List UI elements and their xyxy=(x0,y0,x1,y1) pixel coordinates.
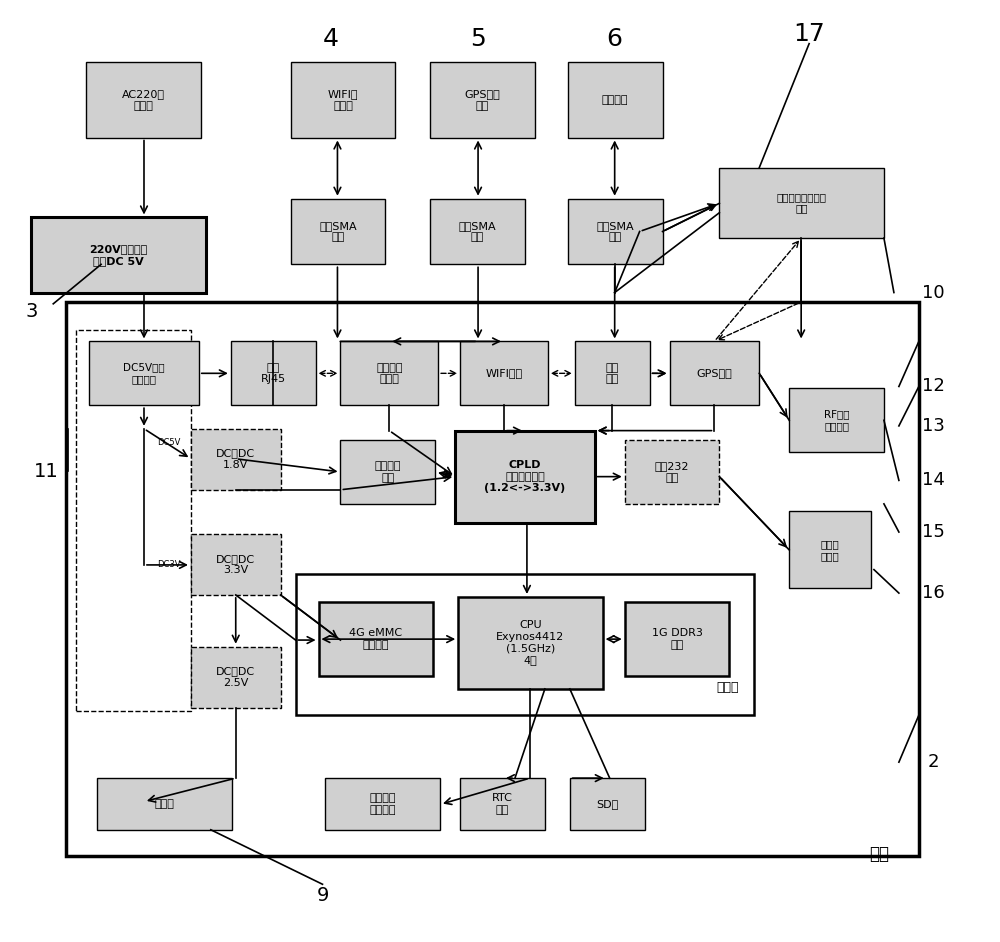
Text: 2: 2 xyxy=(928,754,940,771)
Text: GPS模块: GPS模块 xyxy=(697,368,732,379)
Bar xyxy=(570,778,645,830)
Text: SD卡: SD卡 xyxy=(596,799,618,809)
Text: CPLD
电平转换模块
(1.2<->3.3V): CPLD 电平转换模块 (1.2<->3.3V) xyxy=(484,460,566,494)
Text: 11: 11 xyxy=(34,462,59,480)
Bar xyxy=(291,199,385,265)
Text: DC－DC
3.3V: DC－DC 3.3V xyxy=(216,554,255,576)
Text: 15: 15 xyxy=(922,523,945,541)
Bar xyxy=(340,440,435,504)
Bar xyxy=(568,62,663,138)
Bar xyxy=(460,341,548,405)
Bar xyxy=(231,341,316,405)
Bar xyxy=(66,302,919,856)
Text: 内核启动
选择开关: 内核启动 选择开关 xyxy=(370,793,396,815)
Bar xyxy=(291,62,395,138)
Bar xyxy=(76,330,191,710)
Bar xyxy=(325,778,440,830)
Text: 16: 16 xyxy=(922,584,945,602)
Text: 5: 5 xyxy=(470,27,486,51)
Text: RF接收
模块接口: RF接收 模块接口 xyxy=(824,410,849,431)
Text: DC5V电源
输入接口: DC5V电源 输入接口 xyxy=(123,363,165,384)
Bar xyxy=(340,341,438,405)
Text: 主板: 主板 xyxy=(869,845,889,863)
Text: DC－DC
1.8V: DC－DC 1.8V xyxy=(216,448,255,470)
Bar xyxy=(455,430,595,523)
Text: 射频SMA
端子: 射频SMA 端子 xyxy=(459,220,496,242)
Bar xyxy=(568,199,663,265)
Bar xyxy=(191,429,281,490)
Text: 串口232
芯片: 串口232 芯片 xyxy=(655,462,689,482)
Text: 220V电源模块
输出DC 5V: 220V电源模块 输出DC 5V xyxy=(89,244,148,266)
Bar xyxy=(97,778,232,830)
Bar xyxy=(296,575,754,715)
Bar xyxy=(430,62,535,138)
Text: CPU
Exynos4412
(1.5GHz)
4核: CPU Exynos4412 (1.5GHz) 4核 xyxy=(496,621,565,665)
Text: 广播宽带信号接收
模块: 广播宽带信号接收 模块 xyxy=(777,192,827,214)
Text: 射频SMA
端子: 射频SMA 端子 xyxy=(596,220,634,242)
Text: 14: 14 xyxy=(922,471,945,490)
Text: 音频采集
芯片: 音频采集 芯片 xyxy=(375,462,401,482)
Bar xyxy=(625,440,719,504)
Text: 指示灯: 指示灯 xyxy=(154,799,174,809)
Text: 4: 4 xyxy=(322,27,338,51)
Bar xyxy=(460,778,545,830)
Text: 3: 3 xyxy=(25,301,37,321)
Text: DC5V: DC5V xyxy=(157,438,181,447)
Text: GPS有源
天线: GPS有源 天线 xyxy=(465,89,500,111)
Text: 广播天线: 广播天线 xyxy=(602,95,628,105)
Bar xyxy=(86,62,201,138)
Bar xyxy=(191,534,281,595)
Text: 12: 12 xyxy=(922,378,945,396)
Text: 17: 17 xyxy=(793,23,825,46)
Text: 9: 9 xyxy=(316,886,329,905)
Text: 串口调
试接口: 串口调 试接口 xyxy=(821,539,839,560)
Bar xyxy=(575,341,650,405)
Bar xyxy=(430,199,525,265)
Bar xyxy=(191,646,281,707)
Text: DC－DC
2.5V: DC－DC 2.5V xyxy=(216,666,255,688)
Text: RTC
电池: RTC 电池 xyxy=(492,793,513,815)
Text: AC220电
源插头: AC220电 源插头 xyxy=(122,89,165,111)
Bar xyxy=(89,341,199,405)
Bar xyxy=(719,168,884,238)
Text: 6: 6 xyxy=(607,27,623,51)
Text: 1G DDR3
内存: 1G DDR3 内存 xyxy=(652,628,702,650)
Bar xyxy=(789,512,871,589)
Bar xyxy=(625,603,729,675)
Text: 网口
RJ45: 网口 RJ45 xyxy=(261,363,286,384)
Bar xyxy=(319,603,433,675)
Text: 网卡
芯片: 网卡 芯片 xyxy=(606,363,619,384)
Bar xyxy=(670,341,759,405)
Text: 13: 13 xyxy=(922,417,945,435)
Text: WIFI模块: WIFI模块 xyxy=(485,368,523,379)
Text: 网络隔离
变压器: 网络隔离 变压器 xyxy=(376,363,403,384)
Bar xyxy=(458,597,603,689)
Text: 4G eMMC
高速闪存: 4G eMMC 高速闪存 xyxy=(349,628,402,650)
Text: 10: 10 xyxy=(922,284,945,301)
Text: DC3V: DC3V xyxy=(157,560,181,569)
Bar xyxy=(789,388,884,452)
Text: 射频SMA
端子: 射频SMA 端子 xyxy=(319,220,357,242)
Bar xyxy=(31,218,206,293)
Text: WIFI杆
状天线: WIFI杆 状天线 xyxy=(328,89,358,111)
Text: 核心板: 核心板 xyxy=(717,680,739,693)
